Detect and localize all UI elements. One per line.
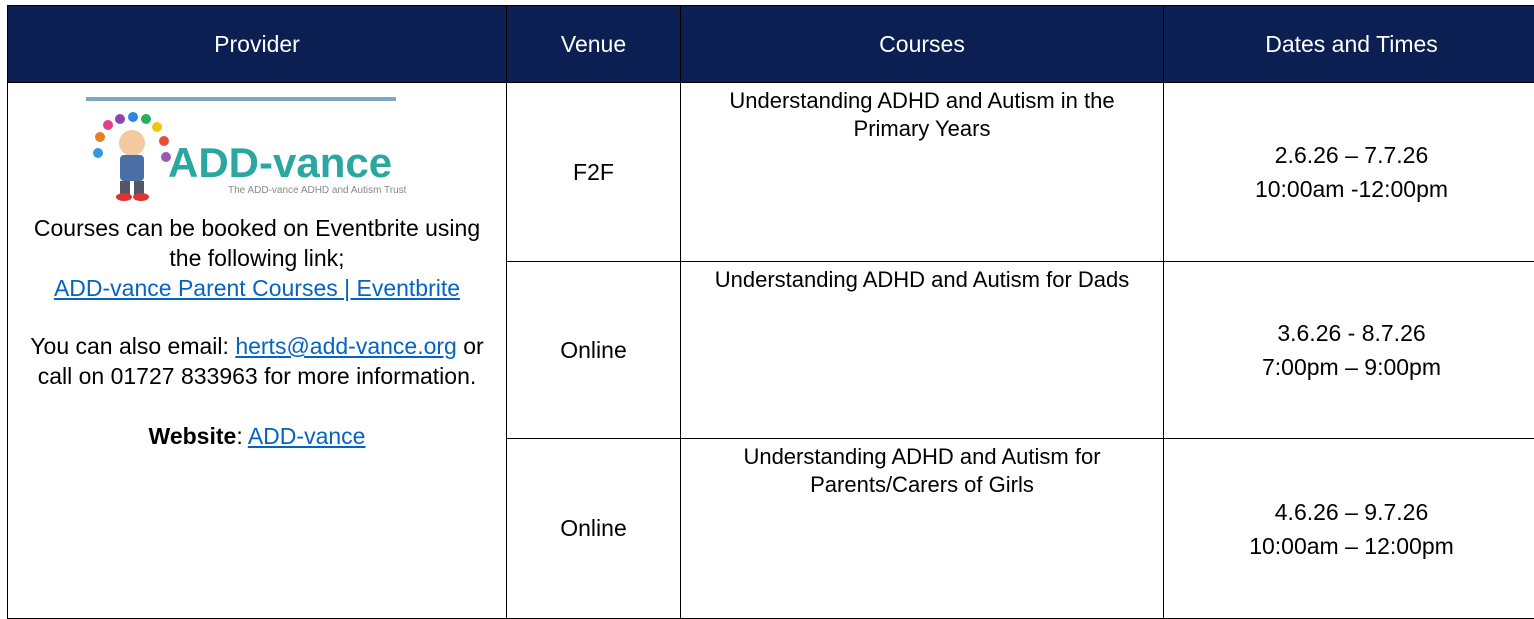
venue: Online <box>507 439 681 619</box>
venue: Online <box>507 262 681 439</box>
provider-cell: ADD-vance The ADD-vance ADHD and Autism … <box>8 83 507 619</box>
time-range: 10:00am -12:00pm <box>1172 172 1531 206</box>
logo-title: ADD-vance <box>168 139 392 186</box>
website-separator: : <box>236 423 242 449</box>
course-table: Provider Venue Courses Dates and Times A… <box>7 5 1534 619</box>
booking-text: Courses can be booked on Eventbrite usin… <box>16 213 498 273</box>
course: Understanding ADHD and Autism for Parent… <box>681 439 1164 619</box>
time-range: 7:00pm – 9:00pm <box>1172 350 1531 384</box>
email-prefix: You can also email: <box>30 333 229 359</box>
course: Understanding ADHD and Autism for Dads <box>681 262 1164 439</box>
header-cell: Provider <box>8 6 507 83</box>
course: Understanding ADHD and Autism in the Pri… <box>681 83 1164 262</box>
website-label: Website <box>149 423 237 449</box>
website-link[interactable]: ADD-vance <box>248 423 366 449</box>
page: Provider Venue Courses Dates and Times A… <box>0 0 1534 601</box>
date-range: 2.6.26 – 7.7.26 <box>1172 138 1531 172</box>
date-range: 4.6.26 – 9.7.26 <box>1172 495 1531 529</box>
header-row: Provider Venue Courses Dates and Times <box>8 6 1534 83</box>
row: ADD-vance The ADD-vance ADHD and Autism … <box>8 83 1534 262</box>
date-range: 3.6.26 - 8.7.26 <box>1172 316 1531 350</box>
logo-tagline: The ADD-vance ADHD and Autism Trust <box>228 185 406 196</box>
header-cell: Dates and Times <box>1164 6 1534 83</box>
logo: ADD-vance The ADD-vance ADHD and Autism … <box>86 97 406 207</box>
venue: F2F <box>507 83 681 262</box>
email-link[interactable]: herts@add-vance.org <box>235 333 457 359</box>
header-cell: Courses <box>681 6 1164 83</box>
time-range: 10:00am – 12:00pm <box>1172 529 1531 563</box>
header-cell: Venue <box>507 6 681 83</box>
booking-link[interactable]: ADD-vance Parent Courses | Eventbrite <box>54 275 460 301</box>
